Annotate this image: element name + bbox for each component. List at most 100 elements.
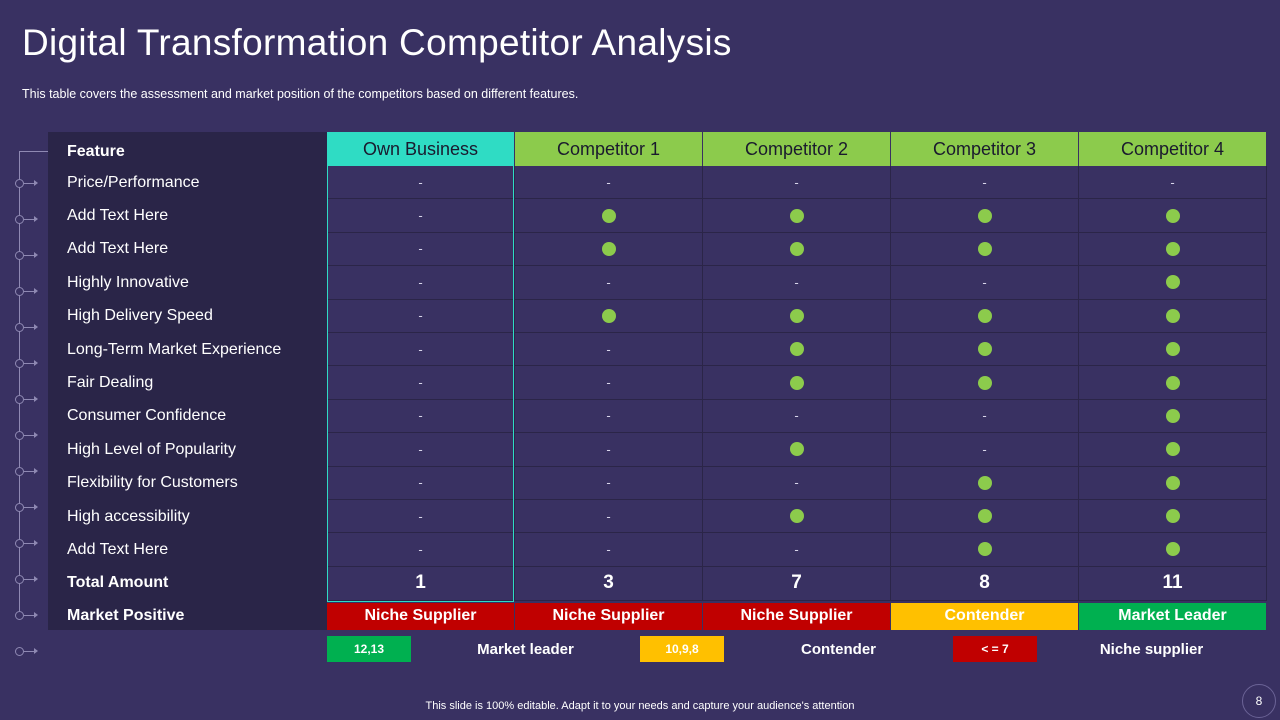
table-cell: - (891, 166, 1079, 199)
dash-mark: - (418, 475, 423, 491)
check-dot-icon (789, 375, 804, 390)
market-position-badge: Contender (891, 602, 1079, 630)
connector-node-icon (15, 467, 24, 476)
dash-mark: - (418, 174, 423, 190)
table-cell: - (515, 499, 703, 533)
table-cell (1079, 399, 1267, 433)
table-row: - (327, 199, 1267, 233)
connector-node-icon (15, 395, 24, 404)
check-dot-icon (601, 241, 616, 256)
check-dot-icon (1165, 442, 1180, 457)
connector-arrow-icon (24, 468, 38, 474)
connector-node-icon (15, 179, 24, 188)
check-dot-icon (789, 509, 804, 524)
check-dot-icon (977, 208, 992, 223)
column-header-competitor: Competitor 4 (1079, 132, 1267, 166)
table-cell (891, 332, 1079, 366)
dash-mark: - (606, 508, 611, 524)
check-dot-icon (1165, 275, 1180, 290)
dash-mark: - (418, 341, 423, 357)
table-cell: - (515, 366, 703, 399)
legend: 12,13 Market leader 10,9,8 Contender < = 7 Ni… (327, 636, 1267, 662)
market-position-badge: Market Leader (1079, 602, 1267, 630)
check-dot-icon (977, 375, 992, 390)
market-position-badge: Niche Supplier (703, 602, 891, 630)
table-cell (1079, 433, 1267, 466)
table-row: -- (327, 366, 1267, 400)
table-cell (703, 499, 891, 533)
connector-arrow-icon (24, 540, 38, 546)
dash-mark: - (794, 541, 799, 557)
table-cell: - (703, 266, 891, 299)
table-row: - (327, 299, 1267, 333)
connector-line (19, 151, 20, 616)
check-dot-icon (789, 208, 804, 223)
table-cell: - (891, 399, 1079, 433)
dash-mark: - (982, 274, 987, 290)
table-cell (703, 232, 891, 266)
dash-mark: - (418, 308, 423, 324)
total-value: 11 (1079, 566, 1267, 600)
legend-label: Market leader (477, 640, 574, 658)
feature-label: Add Text Here (67, 540, 169, 558)
table-row: -- (327, 332, 1267, 367)
connector-node-icon (15, 611, 24, 620)
feature-header: Feature (67, 142, 125, 160)
table-row: - (327, 232, 1267, 267)
connector-node-icon (15, 215, 24, 224)
column-header-competitor: Competitor 2 (703, 132, 891, 166)
check-dot-icon (977, 241, 992, 256)
table-cell (703, 332, 891, 366)
table-cell (703, 366, 891, 399)
check-dot-icon (789, 342, 804, 357)
check-dot-icon (1165, 375, 1180, 390)
connector-node-icon (15, 575, 24, 584)
dash-mark: - (982, 408, 987, 424)
dash-mark: - (982, 174, 987, 190)
connector-arrow-icon (24, 576, 38, 582)
comparison-table: Own Business Competitor 1 Competitor 2 Comp… (327, 132, 1267, 630)
table-cell: - (327, 166, 515, 199)
connector-arrow-icon (24, 288, 38, 294)
table-cell: - (327, 299, 515, 332)
dash-mark: - (794, 274, 799, 290)
dash-mark: - (606, 541, 611, 557)
table-cell: - (327, 399, 515, 433)
dash-mark: - (794, 174, 799, 190)
total-row: 1 3 7 8 11 (327, 566, 1267, 601)
check-dot-icon (977, 542, 992, 557)
connector-node-icon (15, 359, 24, 368)
table-cell: - (515, 466, 703, 499)
table-row: --- (327, 433, 1267, 467)
table-cell (891, 366, 1079, 399)
market-position-row: Niche Supplier Niche Supplier Niche Suppli… (327, 602, 1267, 630)
table-cell (1079, 533, 1267, 566)
check-dot-icon (1165, 509, 1180, 524)
feature-label: High accessibility (67, 507, 190, 525)
table-row: ----- (327, 166, 1267, 200)
dash-mark: - (418, 375, 423, 391)
dash-mark: - (418, 541, 423, 557)
table-cell (891, 533, 1079, 566)
connector-arrow-icon (24, 324, 38, 330)
table-cell: - (327, 266, 515, 299)
legend-label: Niche supplier (1099, 640, 1204, 658)
table-cell: - (515, 166, 703, 199)
feature-label: High Delivery Speed (67, 307, 213, 325)
table-cell (891, 466, 1079, 499)
table-cell: - (703, 399, 891, 433)
check-dot-icon (1165, 342, 1180, 357)
dash-mark: - (418, 441, 423, 457)
table-cell (1079, 499, 1267, 533)
legend-range-badge: < = 7 (953, 636, 1037, 662)
total-value: 3 (515, 566, 703, 600)
table-cell: - (515, 266, 703, 299)
table-cell: - (515, 399, 703, 433)
feature-label: Long-Term Market Experience (67, 340, 282, 358)
footer-note: This slide is 100% editable. Adapt it to… (425, 700, 855, 712)
table-cell: - (1079, 166, 1267, 199)
check-dot-icon (1165, 241, 1180, 256)
feature-label: Add Text Here (67, 206, 169, 224)
total-value: 1 (327, 566, 515, 600)
table-cell (1079, 266, 1267, 299)
